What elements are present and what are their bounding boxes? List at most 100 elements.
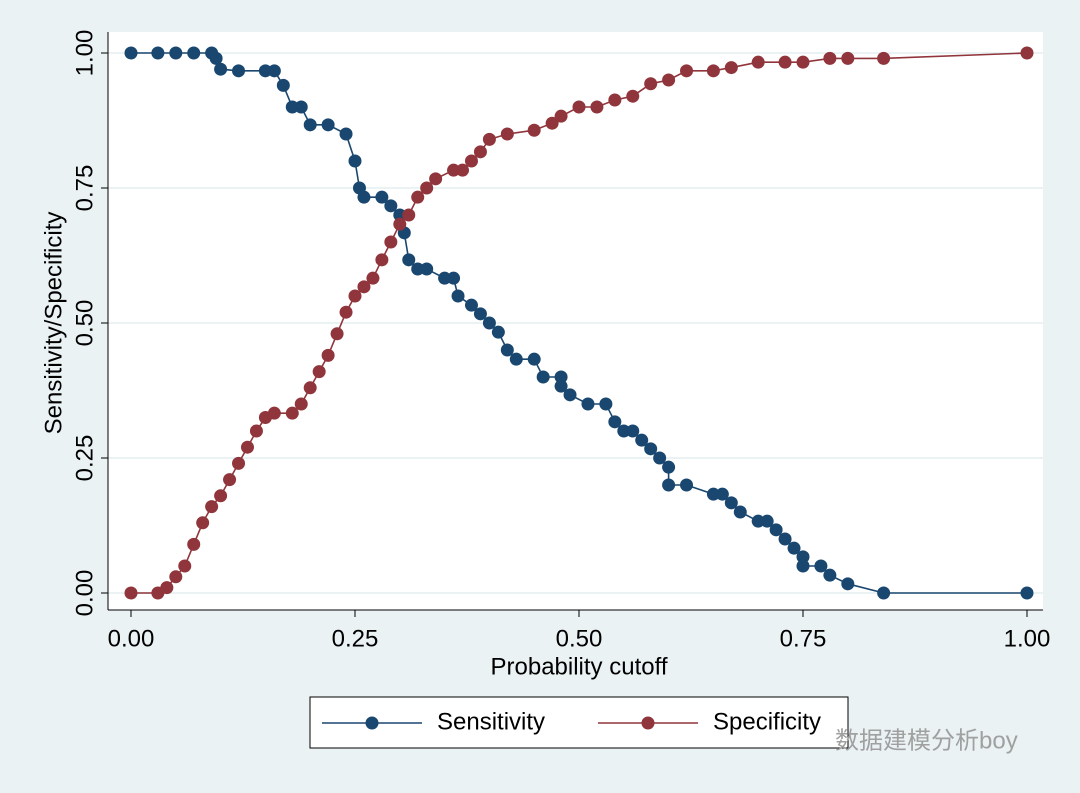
- marker: [608, 415, 622, 429]
- marker: [339, 305, 353, 319]
- marker: [626, 424, 640, 438]
- marker: [402, 253, 416, 267]
- marker: [321, 118, 335, 132]
- marker: [796, 55, 810, 69]
- marker: [509, 352, 523, 366]
- marker: [232, 64, 246, 78]
- marker: [214, 62, 228, 76]
- marker: [294, 397, 308, 411]
- marker: [267, 64, 281, 78]
- marker: [554, 109, 568, 123]
- marker: [429, 172, 443, 186]
- marker: [393, 208, 407, 222]
- marker: [464, 154, 478, 168]
- marker: [823, 51, 837, 65]
- marker: [751, 55, 765, 69]
- marker: [187, 46, 201, 60]
- marker: [635, 433, 649, 447]
- marker: [348, 289, 362, 303]
- marker: [214, 489, 228, 503]
- marker: [626, 89, 640, 103]
- marker: [196, 516, 210, 530]
- marker: [124, 586, 138, 600]
- marker: [482, 316, 496, 330]
- marker: [160, 581, 174, 595]
- marker: [169, 570, 183, 584]
- marker: [187, 537, 201, 551]
- marker: [760, 514, 774, 528]
- marker: [321, 348, 335, 362]
- x-tick-label: 0.00: [108, 625, 155, 652]
- marker: [447, 163, 461, 177]
- marker: [608, 93, 622, 107]
- marker: [787, 541, 801, 555]
- marker: [205, 500, 219, 514]
- marker: [276, 78, 290, 92]
- marker: [617, 424, 631, 438]
- marker: [294, 100, 308, 114]
- marker: [339, 127, 353, 141]
- marker: [778, 532, 792, 546]
- marker: [285, 406, 299, 420]
- marker: [653, 451, 667, 465]
- marker: [841, 51, 855, 65]
- marker: [384, 199, 398, 213]
- marker: [366, 271, 380, 285]
- marker: [393, 217, 407, 231]
- y-tick-label: 0.75: [71, 165, 98, 212]
- marker: [420, 262, 434, 276]
- marker: [724, 61, 738, 75]
- marker: [733, 505, 747, 519]
- marker: [877, 586, 891, 600]
- plot-area: [108, 32, 1043, 610]
- x-tick-label: 0.75: [780, 625, 827, 652]
- marker: [348, 154, 362, 168]
- marker: [451, 289, 465, 303]
- marker: [536, 370, 550, 384]
- marker: [267, 406, 281, 420]
- y-tick-label: 0.25: [71, 435, 98, 482]
- marker: [209, 51, 223, 65]
- marker: [384, 235, 398, 249]
- marker: [240, 440, 254, 454]
- marker: [715, 487, 729, 501]
- marker: [1020, 46, 1034, 60]
- marker: [796, 559, 810, 573]
- marker: [258, 64, 272, 78]
- legend-marker: [365, 716, 379, 730]
- marker: [375, 253, 389, 267]
- marker: [545, 116, 559, 130]
- x-tick-label: 1.00: [1004, 625, 1051, 652]
- marker: [581, 397, 595, 411]
- marker: [482, 132, 496, 146]
- marker: [303, 118, 317, 132]
- y-tick-label: 0.50: [71, 300, 98, 347]
- marker: [411, 262, 425, 276]
- marker: [662, 73, 676, 87]
- y-axis-title: Sensitivity/Specificity: [40, 212, 67, 435]
- marker: [357, 280, 371, 294]
- legend-label: Specificity: [713, 708, 821, 735]
- marker: [491, 325, 505, 339]
- marker: [778, 55, 792, 69]
- marker: [527, 352, 541, 366]
- marker: [1020, 586, 1034, 600]
- watermark: 数据建模分析boy: [835, 727, 1018, 754]
- marker: [500, 343, 514, 357]
- marker: [590, 100, 604, 114]
- marker: [554, 370, 568, 384]
- marker: [411, 190, 425, 204]
- marker: [680, 478, 694, 492]
- marker: [769, 523, 783, 537]
- marker: [572, 100, 586, 114]
- marker: [420, 181, 434, 195]
- marker: [473, 307, 487, 321]
- marker: [877, 51, 891, 65]
- marker: [178, 559, 192, 573]
- marker: [330, 327, 344, 341]
- marker: [303, 381, 317, 395]
- marker: [662, 460, 676, 474]
- marker: [751, 514, 765, 528]
- marker: [724, 496, 738, 510]
